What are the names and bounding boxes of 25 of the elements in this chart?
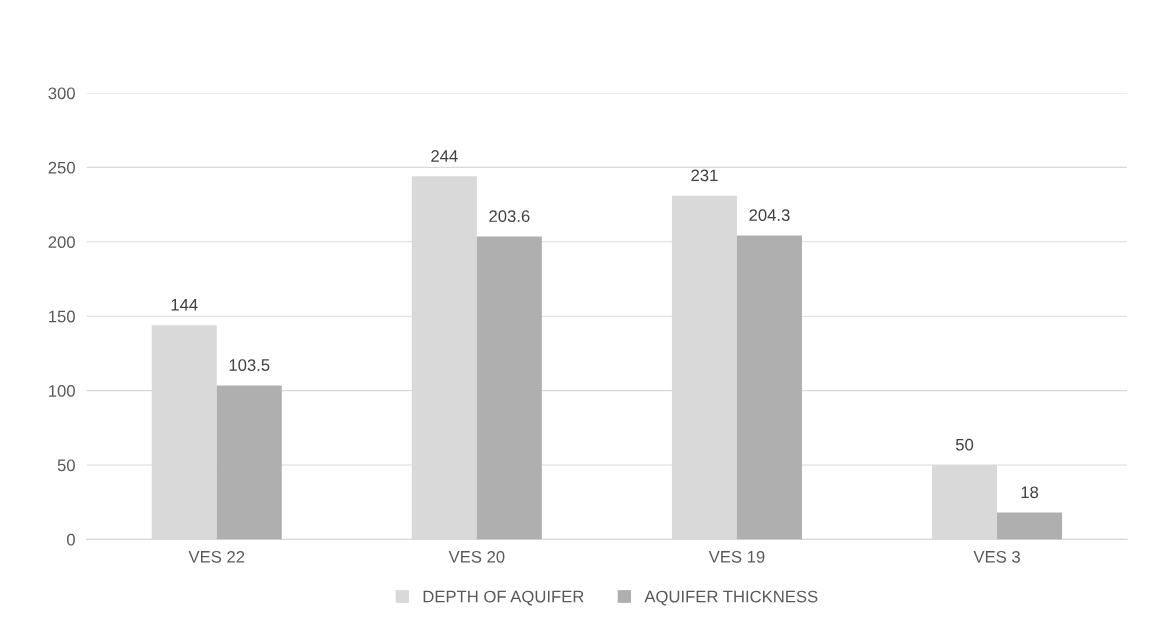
data-label: 204.3 (749, 209, 790, 221)
data-label: 18 (1021, 486, 1039, 499)
data-label: 244 (431, 150, 458, 162)
x-tick-label: VES 19 (708, 550, 765, 563)
y-tick-label: 150 (49, 310, 75, 323)
data-label: 50 (955, 438, 974, 451)
y-tick-label: 0 (66, 533, 75, 546)
data-label: 144 (171, 299, 198, 311)
x-tick-label: VES 20 (448, 550, 505, 563)
x-tick-label: VES 22 (188, 550, 245, 563)
y-tick-label: 300 (48, 87, 75, 100)
bar (476, 236, 542, 540)
data-label: 203.6 (489, 210, 530, 223)
y-tick-label: 200 (48, 236, 75, 248)
bar (736, 235, 802, 540)
data-label: 231 (691, 169, 718, 182)
bar (997, 512, 1063, 540)
bar (216, 385, 282, 540)
legend-label: DEPTH OF AQUIFER (423, 590, 584, 606)
y-tick-label: 50 (57, 459, 75, 472)
y-tick-label: 100 (49, 385, 75, 397)
legend-label: AQUIFER THICKNESS (644, 590, 818, 606)
data-label: 103.5 (229, 359, 270, 371)
x-tick-label: VES 3 (973, 550, 1020, 563)
y-tick-label: 250 (48, 161, 75, 174)
